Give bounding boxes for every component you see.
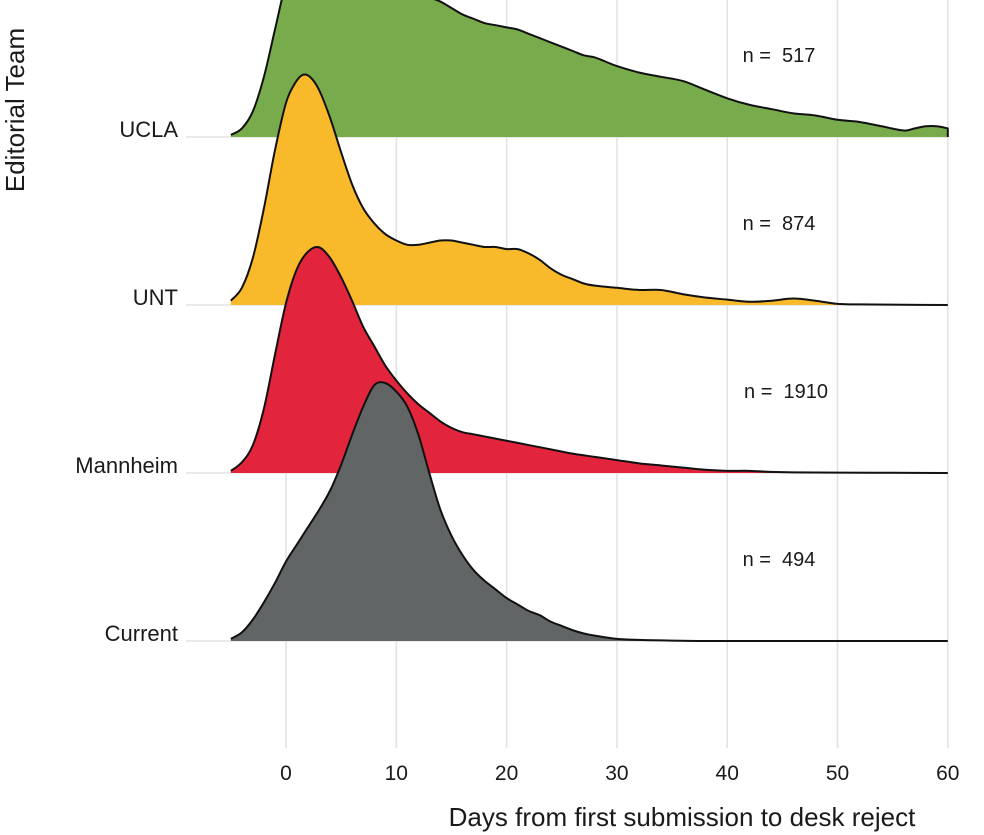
x-tick-label-0: 0 <box>280 762 292 785</box>
n-label-mannheim: n = 1910 <box>744 381 828 403</box>
category-label-mannheim: Mannheim <box>75 453 178 478</box>
category-label-ucla: UCLA <box>119 117 178 142</box>
ridge-outline-unt <box>230 73 948 306</box>
x-tick-label-50: 50 <box>826 762 849 785</box>
ridge-outline-mannheim <box>230 245 948 474</box>
x-tick-label-60: 60 <box>936 762 959 785</box>
category-label-current: Current <box>105 621 178 646</box>
x-axis-title: Days from first submission to desk rejec… <box>449 802 916 832</box>
y-axis-title: Editorial Team <box>0 28 30 192</box>
label-layer: 0 10 20 30 40 50 60 UCLA n = 517 UNT n = 874 Mannhe… <box>75 45 959 785</box>
x-tick-label-30: 30 <box>605 762 628 785</box>
ridge-outline-ucla <box>230 0 949 137</box>
n-label-ucla: n = 517 <box>743 45 816 67</box>
ridge-area-unt <box>230 74 948 305</box>
x-tick-label-10: 10 <box>385 762 408 785</box>
x-tick-label-20: 20 <box>495 762 518 785</box>
ridge-outline-current <box>230 381 948 643</box>
ridge-area-mannheim <box>230 246 948 473</box>
ridge-layer <box>230 0 949 643</box>
n-label-current: n = 494 <box>743 549 816 571</box>
x-tick-label-40: 40 <box>716 762 739 785</box>
ridge-area-current <box>230 382 948 642</box>
n-label-unt: n = 874 <box>743 213 816 235</box>
ridge-area-ucla <box>230 0 948 137</box>
category-label-unt: UNT <box>133 285 178 310</box>
